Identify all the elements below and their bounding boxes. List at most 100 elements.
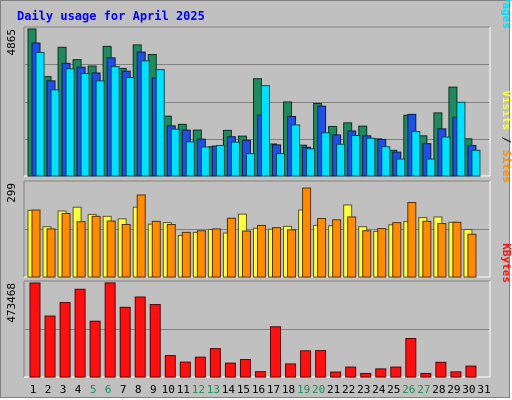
bar-kbytes-day-8 bbox=[134, 296, 146, 378]
bar-sites-day-30 bbox=[467, 233, 477, 278]
x-tick-label: 11 bbox=[177, 383, 190, 396]
bar-sites-day-9 bbox=[151, 220, 161, 278]
bar-pages-day-28 bbox=[441, 136, 451, 177]
bar-kbytes-day-30 bbox=[465, 365, 477, 378]
bar-kbytes-day-24 bbox=[375, 368, 387, 378]
bar-pages-day-8 bbox=[140, 60, 150, 177]
x-tick-label: 14 bbox=[222, 383, 236, 396]
bar-pages-day-9 bbox=[155, 69, 165, 177]
bar-sites-day-17 bbox=[272, 227, 282, 278]
legend-entry: / bbox=[500, 130, 512, 150]
bar-kbytes-day-10 bbox=[164, 355, 176, 378]
bar-kbytes-day-21 bbox=[330, 371, 342, 378]
bar-pages-day-21 bbox=[336, 143, 346, 177]
bar-sites-day-20 bbox=[317, 218, 327, 278]
x-tick-label: 28 bbox=[432, 383, 445, 396]
bar-kbytes-day-29 bbox=[450, 371, 462, 378]
y-max-label: 473468 bbox=[5, 283, 18, 323]
bar-kbytes-day-26 bbox=[405, 337, 417, 378]
bar-kbytes-day-20 bbox=[315, 350, 327, 378]
legend-entry: Sites bbox=[500, 150, 512, 183]
bar-sites-day-21 bbox=[332, 219, 342, 278]
bar-pages-day-16 bbox=[260, 85, 270, 177]
bar-sites-day-10 bbox=[166, 223, 176, 278]
bar-pages-day-10 bbox=[170, 128, 180, 177]
bar-sites-day-29 bbox=[452, 221, 462, 278]
x-tick-label: 3 bbox=[60, 383, 67, 396]
x-tick-label: 23 bbox=[357, 383, 370, 396]
bar-pages-day-19 bbox=[306, 148, 316, 177]
bar-kbytes-day-18 bbox=[285, 363, 297, 378]
x-tick-label: 22 bbox=[342, 383, 355, 396]
x-tick-label: 13 bbox=[207, 383, 220, 396]
bar-sites-day-25 bbox=[392, 222, 402, 278]
x-tick-label: 19 bbox=[297, 383, 310, 396]
bar-sites-day-2 bbox=[46, 228, 56, 278]
bar-kbytes-day-15 bbox=[239, 359, 251, 378]
bar-kbytes-day-25 bbox=[390, 366, 402, 378]
bar-pages-day-20 bbox=[321, 132, 331, 177]
bar-pages-day-15 bbox=[245, 153, 255, 177]
bar-pages-day-26 bbox=[411, 131, 421, 177]
bar-sites-day-13 bbox=[211, 228, 221, 278]
bar-pages-day-12 bbox=[200, 146, 210, 177]
bar-kbytes-day-17 bbox=[270, 326, 282, 378]
y-max-label: 4865 bbox=[5, 29, 18, 56]
bar-sites-day-5 bbox=[91, 215, 101, 278]
bar-kbytes-day-6 bbox=[104, 282, 116, 378]
bar-kbytes-day-22 bbox=[345, 366, 357, 378]
bar-sites-day-28 bbox=[437, 223, 447, 278]
bar-kbytes-day-9 bbox=[149, 304, 161, 378]
bar-sites-day-14 bbox=[226, 217, 236, 278]
bar-pages-day-27 bbox=[426, 158, 436, 177]
bar-kbytes-day-2 bbox=[44, 315, 56, 378]
bar-sites-day-19 bbox=[302, 187, 312, 278]
bar-kbytes-day-16 bbox=[254, 371, 266, 378]
bar-pages-day-1 bbox=[35, 51, 45, 177]
bar-pages-day-5 bbox=[95, 80, 105, 177]
bar-kbytes-day-14 bbox=[224, 362, 236, 378]
bar-kbytes-day-5 bbox=[89, 320, 101, 378]
bar-sites-day-18 bbox=[287, 229, 297, 278]
x-tick-label: 30 bbox=[462, 383, 475, 396]
bar-sites-day-27 bbox=[422, 220, 432, 278]
bar-kbytes-day-27 bbox=[420, 372, 432, 378]
x-tick-label: 6 bbox=[105, 383, 112, 396]
x-tick-label: 15 bbox=[237, 383, 250, 396]
bar-kbytes-day-4 bbox=[74, 288, 86, 378]
x-tick-label: 31 bbox=[477, 383, 490, 396]
y-max-label: 299 bbox=[5, 183, 18, 203]
bar-sites-day-6 bbox=[106, 220, 116, 278]
legend-entry: KBytes bbox=[500, 243, 512, 283]
series-legend: Visits / Sites bbox=[500, 90, 512, 183]
x-tick-label: 1 bbox=[30, 383, 37, 396]
bar-sites-day-22 bbox=[347, 216, 357, 278]
bar-pages-day-17 bbox=[276, 153, 286, 177]
bar-sites-day-23 bbox=[362, 230, 372, 278]
x-tick-label: 10 bbox=[162, 383, 175, 396]
bar-sites-day-8 bbox=[136, 194, 146, 278]
x-tick-label: 5 bbox=[90, 383, 97, 396]
bar-pages-day-14 bbox=[230, 141, 240, 177]
bar-sites-day-3 bbox=[61, 212, 71, 278]
bar-pages-day-22 bbox=[351, 135, 361, 177]
bar-pages-day-25 bbox=[396, 158, 406, 177]
bar-pages-day-29 bbox=[456, 101, 466, 177]
x-tick-label: 9 bbox=[150, 383, 157, 396]
panel-hits-files-pages: 4865 Hits / Files / Pages bbox=[5, 0, 512, 177]
bar-sites-day-26 bbox=[407, 201, 417, 278]
bar-pages-day-7 bbox=[125, 76, 135, 177]
bar-sites-day-4 bbox=[76, 221, 86, 278]
bar-kbytes-day-28 bbox=[435, 361, 447, 378]
legend-entry: Visits bbox=[500, 90, 512, 130]
bar-pages-day-11 bbox=[185, 141, 195, 177]
bar-pages-day-30 bbox=[471, 149, 481, 177]
bar-pages-day-2 bbox=[50, 89, 60, 177]
x-tick-label: 24 bbox=[372, 383, 386, 396]
bar-pages-day-13 bbox=[215, 144, 225, 177]
x-tick-label: 7 bbox=[120, 383, 127, 396]
bar-pages-day-24 bbox=[381, 146, 391, 177]
x-tick-label: 27 bbox=[417, 383, 430, 396]
panel-kbytes: 473468 KBytes bbox=[5, 243, 512, 378]
